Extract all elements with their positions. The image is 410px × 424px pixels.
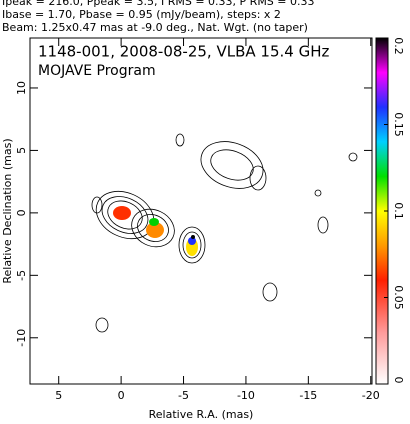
- x-tick-label: -20: [362, 389, 380, 402]
- x-tick-label: 5: [55, 389, 62, 402]
- colorbar-tick-label: 0.15: [392, 112, 405, 137]
- colorbar-tick-label: 0.05: [392, 285, 405, 310]
- colorbar-tick-label: 0.2: [392, 37, 405, 55]
- chart-subtitle: MOJAVE Program: [38, 63, 156, 79]
- header-line: Beam: 1.25x0.47 mas at -9.0 deg., Nat. W…: [2, 21, 308, 34]
- y-tick-label: 0: [15, 209, 28, 216]
- x-tick-label: -10: [237, 389, 255, 402]
- x-axis-label: Relative R.A. (mas): [149, 408, 254, 421]
- y-tick-label: -10: [15, 329, 28, 347]
- colorbar-tick-label: 0: [392, 377, 405, 384]
- colorbar-tick-label: 0.1: [392, 202, 405, 220]
- y-tick-label: 10: [15, 81, 28, 95]
- x-tick-label: -15: [299, 389, 317, 402]
- plot-frame: [29, 37, 373, 385]
- contours: [91, 133, 358, 333]
- chart-title: 1148-001, 2008-08-25, VLBA 15.4 GHz: [38, 43, 329, 61]
- y-tick-label: 5: [15, 147, 28, 154]
- y-tick-label: -5: [15, 270, 28, 281]
- header-line: Ipeak = 216.0, Ppeak = 3.5, I RMS = 0.33…: [2, 0, 315, 8]
- header-line: Ibase = 1.70, Pbase = 0.95 (mJy/beam), s…: [2, 8, 281, 21]
- y-axis-label: Relative Declination (mas): [1, 138, 14, 283]
- x-tick-label: -5: [178, 389, 189, 402]
- x-tick-label: 0: [118, 389, 125, 402]
